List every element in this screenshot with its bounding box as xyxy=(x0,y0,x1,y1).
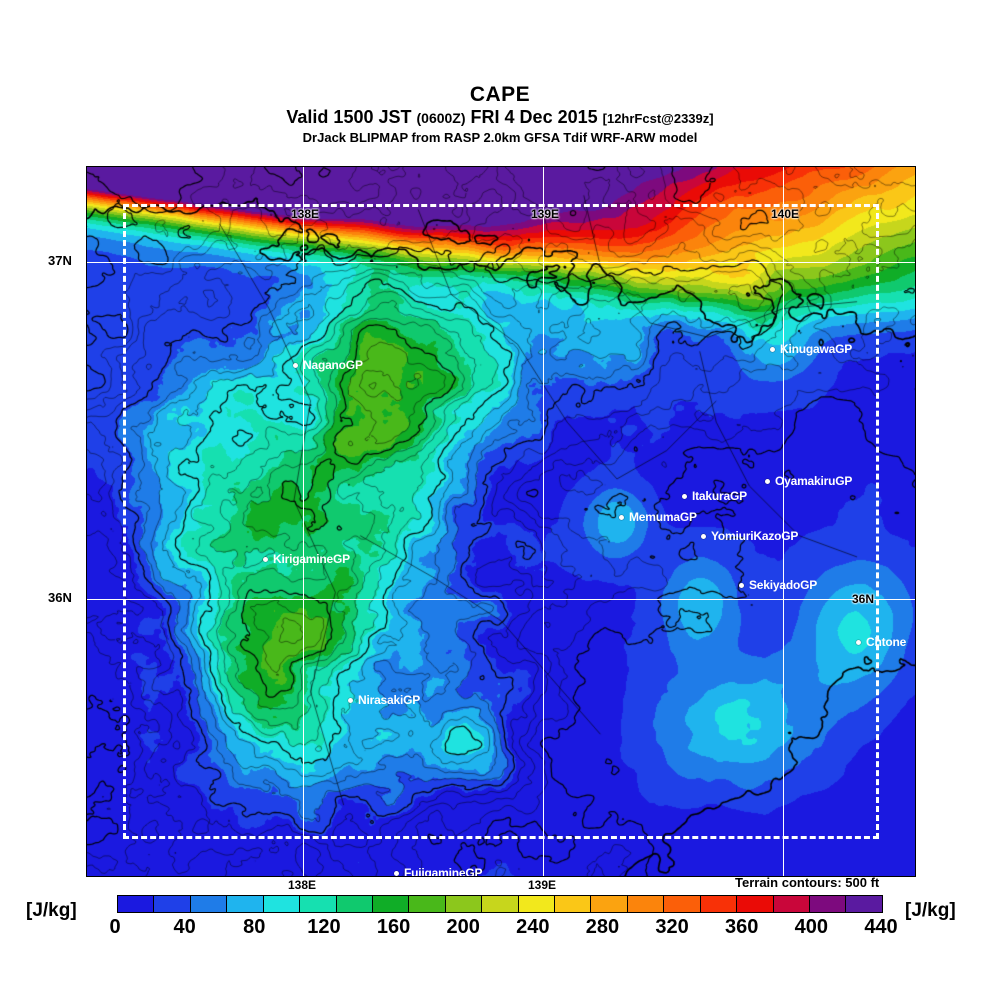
colorbar-cell-15 xyxy=(664,896,701,912)
gridline-lat-37N xyxy=(87,262,915,263)
colorbar-cell-18 xyxy=(773,896,811,912)
station-memumagp[interactable]: MemumaGP xyxy=(619,510,697,524)
map-plot-area[interactable]: 138E 139E 140E 36N NaganoGP KirigamineGP Niras… xyxy=(86,166,916,877)
colorbar-cell-7 xyxy=(372,896,410,912)
colorbar-tick-320: 320 xyxy=(655,916,689,938)
page-title: CAPE xyxy=(469,83,531,106)
colorbar-cell-0 xyxy=(118,896,155,912)
station-label: OyamakiruGP xyxy=(775,474,853,488)
colorbar-unit-left: [J/kg] xyxy=(26,900,77,921)
station-marker-dot xyxy=(293,362,298,368)
colorbar-cell-4 xyxy=(263,896,301,912)
colorbar-cell-11 xyxy=(518,896,556,912)
station-label: SekiyadoGP xyxy=(749,578,818,592)
valid-time-line: Valid 1500 JST (0600Z) FRI 4 Dec 2015 [1… xyxy=(0,107,1000,129)
colorbar-cell-8 xyxy=(409,896,446,912)
colorbar-tick-280: 280 xyxy=(585,916,620,938)
colorbar-cell-9 xyxy=(445,896,483,912)
station-label: NaganoGP xyxy=(303,358,363,372)
colorbar-tick-360: 360 xyxy=(725,916,759,938)
valid-date: FRI 4 Dec 2015 xyxy=(470,107,598,127)
colorbar-tick-0: 0 xyxy=(109,916,121,938)
map-label-lon-138E: 138E xyxy=(291,207,320,221)
gridline-lon-138E xyxy=(303,167,304,876)
colorbar-cell-2 xyxy=(190,896,228,912)
colorbar-tick-160: 160 xyxy=(376,916,411,938)
station-label: ItakuraGP xyxy=(692,489,747,503)
valid-time-utc: (0600Z) xyxy=(416,110,466,126)
colorbar-unit-right: [J/kg] xyxy=(905,900,956,921)
station-marker-dot xyxy=(739,582,744,588)
station-oyamakirugp[interactable]: OyamakiruGP xyxy=(765,474,852,488)
station-itakuragp[interactable]: ItakuraGP xyxy=(682,489,747,503)
colorbar-cell-12 xyxy=(555,896,592,912)
title-block: CAPE Valid 1500 JST (0600Z) FRI 4 Dec 20… xyxy=(0,83,1000,146)
station-chtone[interactable]: Chtone xyxy=(856,635,906,649)
station-label: FujigamineGP xyxy=(404,866,483,877)
station-marker-dot xyxy=(770,346,775,352)
terrain-contour-note: Terrain contours: 500 ft xyxy=(735,875,880,890)
colorbar-tick-120: 120 xyxy=(307,916,341,938)
station-label: MemumaGP xyxy=(629,510,697,524)
station-fujigaminegp[interactable]: FujigamineGP xyxy=(394,866,483,877)
gridline-lon-140E xyxy=(783,167,784,876)
station-label: KinugawaGP xyxy=(780,342,853,356)
station-yomiurikazogp[interactable]: YomiuriKazoGP xyxy=(701,529,798,543)
station-label: KirigamineGP xyxy=(273,552,350,566)
station-marker-dot xyxy=(263,556,268,562)
station-kirigaminegp[interactable]: KirigamineGP xyxy=(263,552,350,566)
axis-label-lat-37n: 37N xyxy=(48,252,72,268)
map-label-lon-140E: 140E xyxy=(771,207,800,221)
map-label-lat-36n-right: 36N xyxy=(852,592,875,607)
cape-field-canvas xyxy=(87,167,915,876)
station-marker-dot xyxy=(348,697,353,703)
station-nirasakigp[interactable]: NirasakiGP xyxy=(348,693,420,707)
colorbar-tick-200: 200 xyxy=(446,916,480,938)
station-marker-dot xyxy=(394,870,399,876)
colorbar-cell-16 xyxy=(700,896,738,912)
colorbar-tick-440: 440 xyxy=(864,916,898,938)
colorbar-tick-40: 40 xyxy=(173,916,196,938)
colorbar-tick-400: 400 xyxy=(794,916,829,938)
colorbar-cell-19 xyxy=(810,896,847,912)
colorbar-cell-5 xyxy=(300,896,337,912)
station-naganogp[interactable]: NaganoGP xyxy=(293,358,363,372)
station-marker-dot xyxy=(619,514,624,520)
colorbar-cell-13 xyxy=(591,896,628,912)
colorbar-cell-17 xyxy=(737,896,774,912)
station-marker-dot xyxy=(765,478,770,484)
forecast-tag: [12hrFcst@2339z] xyxy=(602,111,714,126)
station-marker-dot xyxy=(701,533,706,539)
colorbar[interactable] xyxy=(117,895,883,913)
gridline-lon-139E xyxy=(543,167,544,876)
colorbar-tick-80: 80 xyxy=(243,916,266,938)
station-kinugawagp[interactable]: KinugawaGP xyxy=(770,342,852,356)
station-label: Chtone xyxy=(866,635,907,649)
colorbar-cell-6 xyxy=(336,896,373,912)
axis-label-lon-138e-bottom: 138E xyxy=(287,878,317,892)
colorbar-cell-3 xyxy=(227,896,264,912)
colorbar-cell-10 xyxy=(482,896,519,912)
valid-time-prefix: Valid 1500 JST xyxy=(286,107,412,127)
colorbar-cell-14 xyxy=(627,896,665,912)
colorbar-tick-240: 240 xyxy=(516,916,550,938)
model-line: DrJack BLIPMAP from RASP 2.0km GFSA Tdif… xyxy=(302,130,698,145)
colorbar-cell-1 xyxy=(154,896,191,912)
station-marker-dot xyxy=(682,493,687,499)
station-label: YomiuriKazoGP xyxy=(711,529,799,543)
map-label-lon-139E: 139E xyxy=(531,207,560,221)
station-sekiyadogp[interactable]: SekiyadoGP xyxy=(739,578,817,592)
axis-label-lon-139e-bottom: 139E xyxy=(527,878,557,892)
station-marker-dot xyxy=(856,639,861,645)
gridline-lat-36N xyxy=(87,599,915,600)
colorbar-cell-20 xyxy=(846,896,882,912)
station-label: NirasakiGP xyxy=(358,693,421,707)
axis-label-lat-36n: 36N xyxy=(48,590,72,606)
